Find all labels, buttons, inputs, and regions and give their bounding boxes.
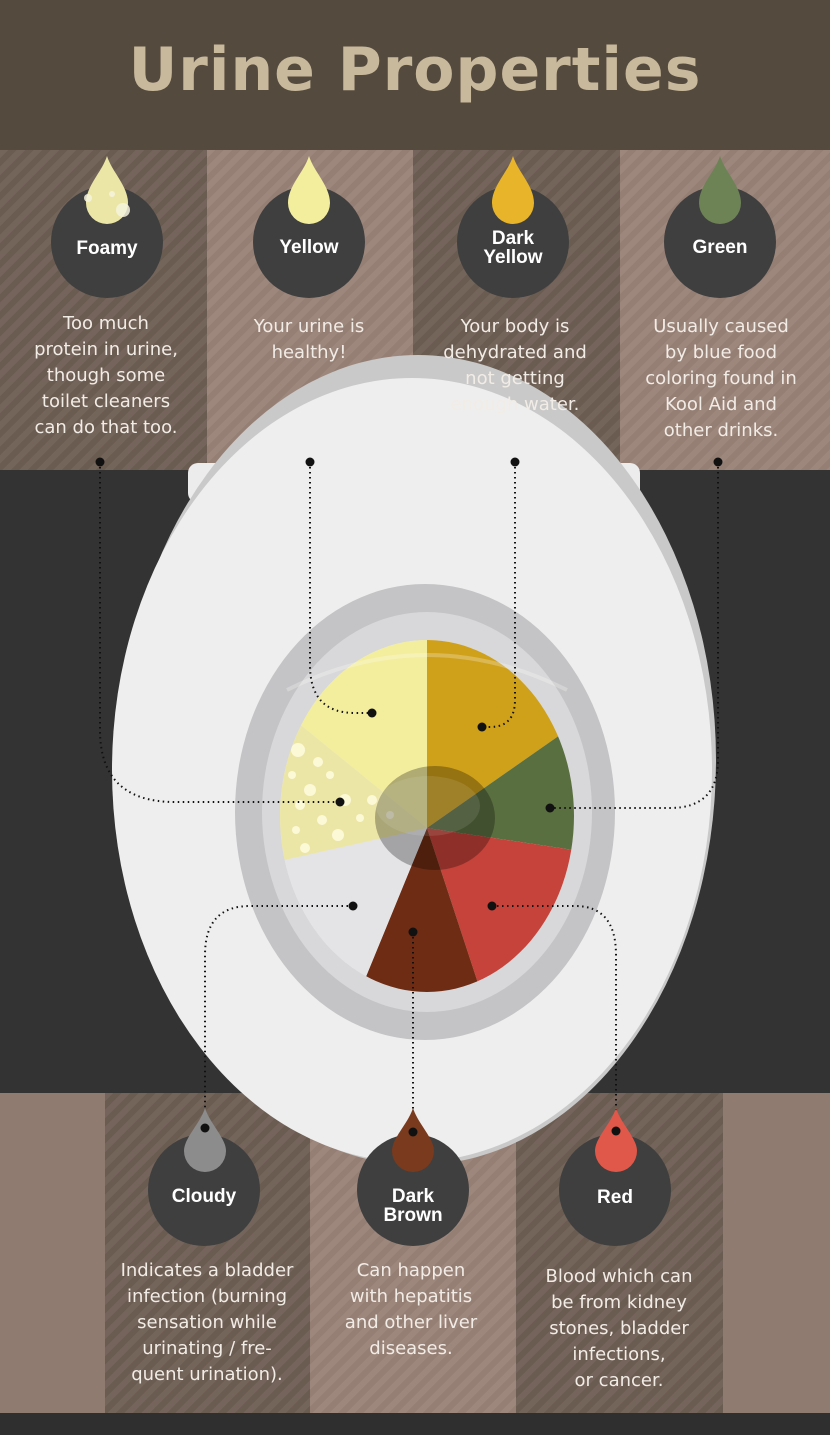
connector-cloudy — [204, 905, 353, 1128]
desc-yellow: Your urine is healthy! — [253, 316, 365, 363]
toilet-icon — [112, 355, 716, 1165]
cloudy-drop-icon — [184, 1108, 226, 1172]
connector-yellow — [309, 462, 372, 714]
label-yellow: Yellow — [279, 237, 339, 258]
wedge-yellow — [280, 640, 427, 828]
connector-green — [550, 462, 719, 809]
foam-bubbles — [288, 743, 394, 853]
dark-brown-drop-icon — [392, 1108, 434, 1172]
yellow-drop-icon — [288, 156, 330, 224]
circle-yellow — [253, 156, 365, 298]
wedge-green — [427, 700, 574, 860]
header: Urine Properties — [0, 0, 830, 150]
red-drop-icon — [595, 1108, 637, 1172]
desc-green: Usually caused by blue food coloring fou… — [645, 316, 797, 441]
drain-hole — [375, 766, 495, 870]
desc-cloudy: Indicates a bladder infection (burning s… — [120, 1260, 294, 1385]
circle-dark-yellow — [457, 156, 569, 298]
connector-foamy — [99, 462, 340, 803]
green-drop-icon — [699, 156, 741, 224]
label-dark-yellow: Dark Yellow — [483, 228, 543, 268]
circle-green — [664, 156, 776, 298]
label-cloudy: Cloudy — [171, 1186, 237, 1207]
connector-red — [492, 905, 617, 1131]
page-title: Urine Properties — [128, 35, 702, 105]
panel-bottom-right — [723, 1093, 830, 1413]
panel-green — [620, 150, 830, 470]
connector-dots — [95, 457, 723, 937]
label-green: Green — [692, 237, 748, 258]
circle-red — [559, 1108, 671, 1246]
desc-dark-yellow: Your body is dehydrated and not getting … — [443, 316, 587, 415]
circle-foamy — [51, 156, 163, 298]
footer-strip — [0, 1413, 830, 1435]
desc-red: Blood which can be from kidney stones, b… — [545, 1266, 693, 1391]
dark-yellow-drop-icon — [492, 156, 534, 224]
label-red: Red — [597, 1187, 633, 1208]
label-dark-brown: Dark Brown — [383, 1186, 443, 1226]
desc-foamy: Too much protein in urine, though some t… — [34, 313, 178, 438]
label-foamy: Foamy — [76, 238, 138, 259]
panel-bottom-left — [0, 1093, 105, 1413]
circle-cloudy — [148, 1108, 260, 1246]
wedge-dark-brown — [340, 828, 500, 992]
connector-lines — [99, 462, 719, 1132]
circle-dark-brown — [357, 1108, 469, 1246]
desc-dark-brown: Can happen with hepatitis and other live… — [344, 1260, 478, 1359]
